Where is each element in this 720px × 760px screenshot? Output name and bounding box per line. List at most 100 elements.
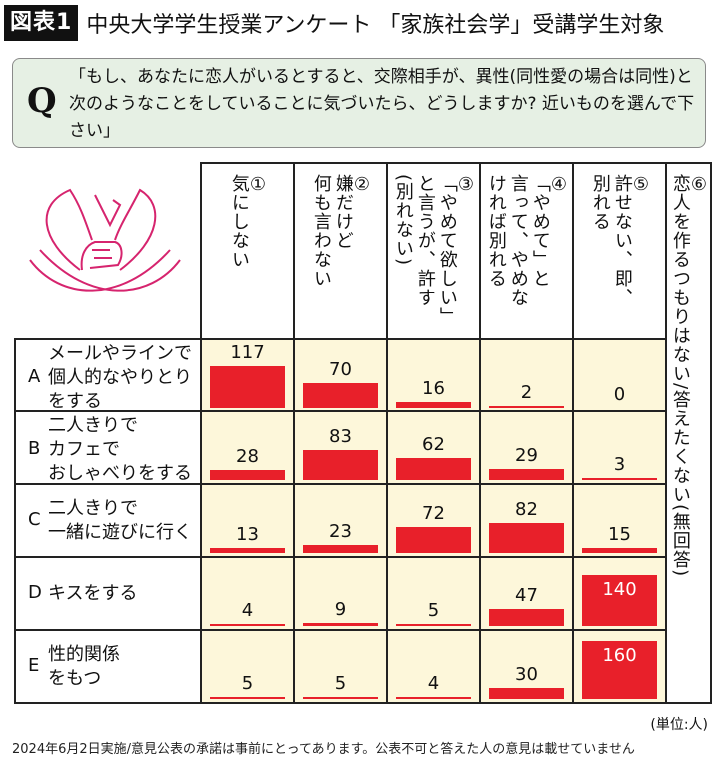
question-mark-label: Q (27, 81, 57, 121)
column-label-text: 「やめて欲しい」 と言うが、許す (別れない) (392, 174, 458, 326)
row-label-text: 二人きりで カフェで おしゃべりをする (48, 415, 192, 484)
data-cell-c1: 13 (200, 483, 295, 558)
value-bar (303, 450, 378, 480)
column-header-label: ② 嫌だけど 何も言わない (310, 174, 371, 288)
value-bar (303, 383, 378, 408)
row-label-text: メールやラインで 個人的なやりとり をする (48, 343, 192, 412)
data-cell-c2: 23 (293, 483, 388, 558)
cell-value: 2 (520, 382, 533, 403)
value-bar (489, 406, 564, 408)
column-label-text: 許せない、即、 別れる (589, 174, 633, 307)
value-bar (303, 545, 378, 553)
row-label-text: 性的関係 をもつ (48, 643, 120, 689)
row-label-a: A メールやラインで 個人的なやりとり をする (14, 338, 202, 413)
value-bar (210, 470, 285, 480)
row-label-text: キスをする (48, 582, 138, 604)
data-cell-a5: 0 (572, 338, 667, 413)
data-cell-d3: 5 (386, 556, 481, 631)
cell-value: 70 (329, 359, 352, 380)
column-header-label: ③ 「やめて欲しい」 と言うが、許す (別れない) (392, 174, 475, 326)
row-letter: B (28, 438, 41, 459)
cell-value: 62 (422, 434, 445, 455)
column-number: ① (249, 174, 268, 195)
cell-value: 5 (334, 673, 347, 694)
cell-value: 29 (515, 445, 538, 466)
row-letter: E (28, 654, 40, 676)
value-bar (396, 402, 471, 408)
value-bar (396, 624, 471, 626)
data-cell-c4: 82 (479, 483, 574, 558)
cell-value: 47 (515, 585, 538, 606)
data-cell-c3: 72 (386, 483, 481, 558)
value-bar (210, 548, 285, 553)
cell-value: 160 (602, 645, 637, 666)
holding-hands-heart-icon (29, 188, 181, 292)
column-header-label: ⑥ 恋人を作るつもりはない/答えたくない(無回答) (669, 174, 708, 577)
value-bar (396, 458, 471, 480)
data-cell-a4: 2 (479, 338, 574, 413)
data-cell-b4: 29 (479, 410, 574, 485)
cell-value: 30 (515, 664, 538, 685)
column-number: ④ (550, 174, 569, 195)
cell-value: 0 (613, 384, 626, 405)
cell-value: 117 (230, 342, 265, 363)
figure-label: 図表1 (4, 5, 79, 41)
cell-value: 13 (236, 524, 259, 545)
column-header-label: ⑤ 許せない、即、 別れる (589, 174, 650, 307)
value-bar (582, 575, 657, 626)
value-bar (582, 548, 657, 553)
data-cell-e4: 30 (479, 629, 574, 704)
data-cell-b3: 62 (386, 410, 481, 485)
data-cell-c5: 15 (572, 483, 667, 558)
value-bar (210, 697, 285, 699)
cell-value: 4 (241, 600, 254, 621)
column-header-3: ③ 「やめて欲しい」 と言うが、許す (別れない) (386, 162, 481, 340)
value-bar (489, 609, 564, 626)
footnote: 2024年6月2日実施/意見公表の承諾は事前にとってあります。公表不可と答えた人… (12, 742, 635, 757)
column-number: ⑤ (632, 174, 651, 195)
data-cell-d5: 140 (572, 556, 667, 631)
data-cell-e1: 5 (200, 629, 295, 704)
cell-value: 72 (422, 503, 445, 524)
row-label-b: B 二人きりで カフェで おしゃべりをする (14, 410, 202, 485)
row-label-d: D キスをする (14, 556, 202, 631)
value-bar (210, 624, 285, 626)
data-cell-b5: 3 (572, 410, 667, 485)
data-cell-e5: 160 (572, 629, 667, 704)
cell-value: 5 (241, 673, 254, 694)
data-cell-a1: 117 (200, 338, 295, 413)
row-letter: C (28, 508, 41, 530)
value-bar (489, 469, 564, 480)
cell-value: 82 (515, 499, 538, 520)
column-header-2: ② 嫌だけど 何も言わない (293, 162, 388, 340)
value-bar (396, 527, 471, 553)
chart-title: 中央大学学生授業アンケート 「家族社会学」受講学生対象 (86, 13, 665, 38)
unit-label: (単位:人) (650, 717, 708, 733)
row-label-e: E 性的関係 をもつ (14, 629, 202, 704)
question-box: Q 「もし、あなたに恋人がいるとすると、交際相手が、異性(同性愛の場合は同性)と… (12, 58, 706, 148)
cell-value: 9 (334, 599, 347, 620)
data-cell-e2: 5 (293, 629, 388, 704)
column-header-label: ① 気にしない (228, 174, 267, 269)
data-cell-e3: 4 (386, 629, 481, 704)
question-text: 「もし、あなたに恋人がいるとすると、交際相手が、異性(同性愛の場合は同性)と次の… (69, 67, 695, 141)
cell-value: 23 (329, 521, 352, 542)
data-cell-a3: 16 (386, 338, 481, 413)
row-letter: A (28, 366, 41, 387)
value-bar (489, 523, 564, 553)
cell-value: 16 (422, 378, 445, 399)
cell-value: 83 (329, 426, 352, 447)
cell-value: 4 (427, 673, 440, 694)
column-header-label: ④ 「やめて」と 言って、やめな ければ別れる (485, 174, 568, 307)
column-number: ③ (457, 174, 476, 195)
value-bar (489, 688, 564, 699)
cell-value: 3 (613, 454, 626, 475)
value-bar (582, 478, 657, 480)
cell-value: 140 (602, 579, 637, 600)
row-label-c: C 二人きりで 一緒に遊びに行く (14, 483, 202, 558)
cell-value: 15 (608, 524, 631, 545)
data-cell-a2: 70 (293, 338, 388, 413)
data-cell-d2: 9 (293, 556, 388, 631)
column-number: ⑥ (690, 174, 709, 195)
figure-header: 図表1 中央大学学生授業アンケート 「家族社会学」受講学生対象 (4, 4, 664, 42)
